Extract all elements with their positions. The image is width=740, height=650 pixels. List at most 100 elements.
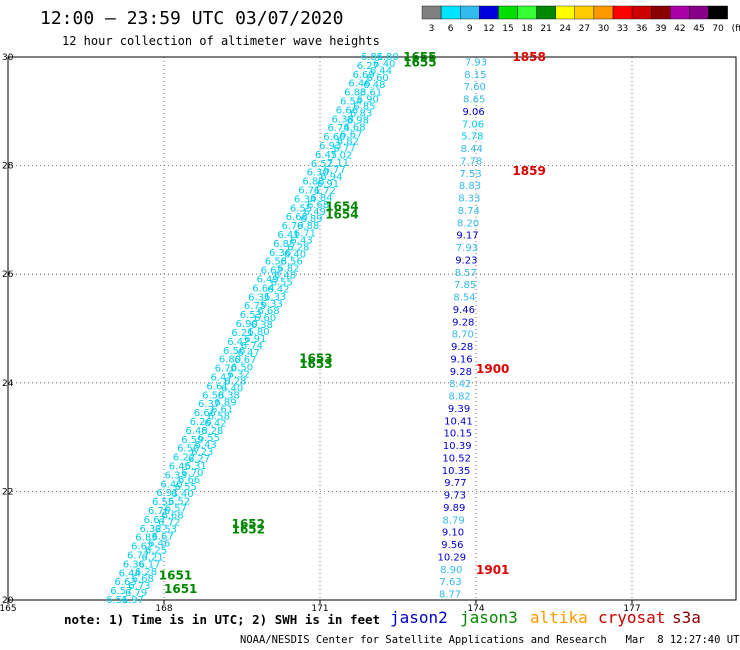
swh-value-label: 6.97 xyxy=(122,595,144,606)
chart-title: 12:00 – 23:59 UTC 03/07/2020 xyxy=(40,8,344,29)
swh-value-label: 6.67 xyxy=(144,515,166,526)
swh-value-label: 9.10 xyxy=(442,528,464,539)
pass-time-label: 1652 xyxy=(232,522,265,536)
swh-value-label: 10.41 xyxy=(444,416,473,427)
swh-value-label: 6.51 xyxy=(106,595,128,606)
y-tick-label: 26 xyxy=(2,270,14,280)
swh-value-label: 6.69 xyxy=(353,70,375,81)
swh-value-label: 6.53 xyxy=(240,310,262,321)
swh-value-label: 6.98 xyxy=(347,115,369,126)
swh-value-label: 6.33 xyxy=(264,292,286,303)
swh-value-label: 6.37 xyxy=(198,399,220,410)
swh-value-label: 6.56 xyxy=(223,346,245,357)
swh-value-label: 6.55 xyxy=(152,497,174,508)
swh-value-label: 6.83 xyxy=(350,108,372,119)
swh-value-label: 6.93 xyxy=(319,141,341,152)
swh-value-label: 6.43 xyxy=(290,235,312,246)
swh-value-label: 6.59 xyxy=(181,435,203,446)
swh-value-label: 6.67 xyxy=(340,130,362,141)
swh-value-label: 8.65 xyxy=(463,95,485,106)
swh-value-label: 6.44 xyxy=(119,568,141,579)
swh-value-label: 6.90 xyxy=(357,94,379,105)
legend-bin-label: 15 xyxy=(502,24,513,34)
swh-value-label: 6.46 xyxy=(348,79,370,90)
swh-value-label: 6.60 xyxy=(323,132,345,143)
swh-value-label: 8.79 xyxy=(442,515,464,526)
pass-time-label: 1655 xyxy=(403,55,436,69)
swh-value-label: 6.85 xyxy=(273,239,295,250)
swh-value-label: 6.74 xyxy=(241,341,263,352)
swh-value-label: 10.15 xyxy=(444,429,473,440)
swh-value-label: 5.78 xyxy=(461,132,483,143)
swh-value-label: 6.61 xyxy=(211,405,233,416)
legend-bin-label: 21 xyxy=(540,24,551,34)
swh-value-label: 6.68 xyxy=(307,200,329,211)
pass-time-label: 1653 xyxy=(299,357,332,371)
legend-swatch xyxy=(517,5,537,20)
swh-value-label: 6.31 xyxy=(248,292,270,303)
swh-value-label: 6.60 xyxy=(367,73,389,84)
swh-value-label: 9.73 xyxy=(444,491,466,502)
swh-value-label: 7.02 xyxy=(330,151,352,162)
pass-time-label: 1859 xyxy=(512,164,545,178)
swh-value-label: 6.38 xyxy=(332,114,354,125)
swh-value-label: 7.63 xyxy=(439,577,461,588)
plot-frame xyxy=(7,56,737,601)
swh-value-label: 6.80 xyxy=(247,327,269,338)
legend-bin-label: 6 xyxy=(448,24,454,34)
swh-value-label: 6.63 xyxy=(114,577,136,588)
swh-value-label: 8.82 xyxy=(449,392,471,403)
plot-axes: 165 168 171 174 177 20 22 24 26 28 30 xyxy=(0,53,737,614)
swh-value-label: 8.54 xyxy=(453,293,475,304)
swh-value-label: 6.40 xyxy=(160,479,182,490)
swh-value-label: 6.62 xyxy=(261,266,283,277)
x-tick-label: 165 xyxy=(0,604,17,614)
swh-value-label: 6.57 xyxy=(110,586,132,597)
pass-time-label: 1655 xyxy=(403,50,436,64)
swh-value-label: 6.64 xyxy=(252,283,274,294)
swh-value-label: 6.58 xyxy=(202,390,224,401)
swh-value-label: 6.55 xyxy=(198,433,220,444)
legend-bin-label: 18 xyxy=(521,24,533,34)
swh-value-label: 6.40 xyxy=(373,59,395,70)
legend-swatch xyxy=(612,5,633,20)
swh-value-label: 7.11 xyxy=(327,158,349,169)
pass-time-label: 1901 xyxy=(476,563,509,577)
swh-value-label: 6.57 xyxy=(165,503,187,514)
swh-value-label: 6.50 xyxy=(177,444,199,455)
swh-value-label: 6.48 xyxy=(274,271,296,282)
swh-value-label: 6.47 xyxy=(210,372,232,383)
swh-value-label: 6.79 xyxy=(282,221,304,232)
swh-value-label: 6.62 xyxy=(131,542,153,553)
swh-value-label: 6.83 xyxy=(344,88,366,99)
swh-value-label: 6.53 xyxy=(155,524,177,535)
x-tick-label: 168 xyxy=(155,604,172,614)
swh-value-label: 6.66 xyxy=(336,105,358,116)
swh-value-label: 6.28 xyxy=(224,376,246,387)
swh-value-label: 6.60 xyxy=(254,313,276,324)
swh-value-label: 8.20 xyxy=(457,218,479,229)
legend-swatch xyxy=(574,5,595,20)
swh-value-label: 6.49 xyxy=(256,275,278,286)
swh-value-label: 6.68 xyxy=(161,510,183,521)
swh-value-label: 6.73 xyxy=(128,581,150,592)
y-tick-label: 20 xyxy=(2,596,14,606)
legend-swatch xyxy=(498,5,518,20)
pass-time-label: 1654 xyxy=(325,199,358,213)
legend-swatch xyxy=(555,5,576,20)
chart-subtitle: 12 hour collection of altimeter wave hei… xyxy=(62,34,380,48)
legend-bin-label: 27 xyxy=(579,24,590,34)
legend-bin-label: 12 xyxy=(483,24,494,34)
legend-swatch xyxy=(421,5,442,20)
swh-value-label: 6.33 xyxy=(261,299,283,310)
legend-swatch xyxy=(631,5,652,20)
swh-value-label: 6.82 xyxy=(337,137,359,148)
swh-value-label: 6.17 xyxy=(138,560,160,571)
swh-value-label: 6.32 xyxy=(228,369,250,380)
pass-time-label: 1652 xyxy=(232,517,265,531)
swh-value-label: 6.70 xyxy=(181,468,203,479)
swh-value-label: 6.41 xyxy=(277,230,299,241)
legend-swatch xyxy=(440,5,461,20)
swh-value-label: 6.23 xyxy=(191,447,213,458)
